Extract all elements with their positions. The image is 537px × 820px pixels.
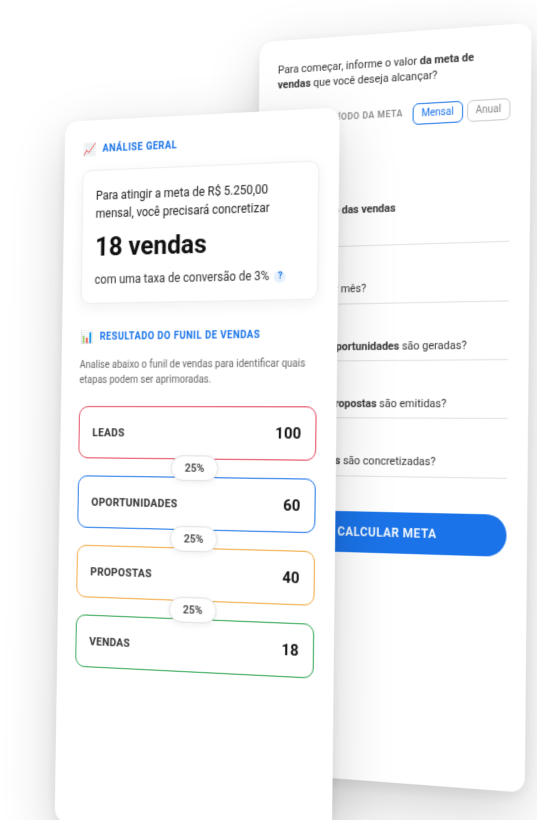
period-monthly-button[interactable]: Mensal xyxy=(412,100,462,124)
analysis-card: 📈 ANÁLISE GERAL Para atingir a meta de R… xyxy=(55,107,340,820)
stage-label: LEADS xyxy=(92,426,124,439)
conversion-badge: 25% xyxy=(170,455,219,481)
conversion-badge-row: 25% xyxy=(78,454,316,483)
period-toggle: Mensal Anual xyxy=(412,98,510,125)
info-icon[interactable]: ? xyxy=(274,270,286,283)
summary-line1: Para atingir a meta de R$ 5.250,00 mensa… xyxy=(96,179,305,223)
stage-value: 60 xyxy=(283,496,301,515)
summary-box: Para atingir a meta de R$ 5.250,00 mensa… xyxy=(81,160,320,304)
stage-label: PROPOSTAS xyxy=(90,565,152,580)
stage-label: OPORTUNIDADES xyxy=(91,495,177,510)
conversion-badge: 25% xyxy=(168,596,217,624)
period-annual-button[interactable]: Anual xyxy=(467,98,511,122)
funnel-description: Analise abaixo o funil de vendas para id… xyxy=(79,356,317,388)
section-funnel-label: RESULTADO DO FUNIL DE VENDAS xyxy=(100,329,261,342)
summary-headline: 18 vendas xyxy=(95,226,304,263)
stage-value: 18 xyxy=(281,640,299,660)
section-general-analysis: 📈 ANÁLISE GERAL xyxy=(83,131,320,156)
funnel-stage-leads: LEADS 100 xyxy=(78,406,316,461)
stage-value: 40 xyxy=(282,568,300,587)
trend-up-icon: 📈 xyxy=(83,142,97,157)
conversion-badge: 25% xyxy=(169,526,218,553)
intro-text: Para começar, informe o valor da meta de… xyxy=(278,47,511,93)
summary-line2: com uma taxa de conversão de 3% ? xyxy=(95,268,304,287)
stage-value: 100 xyxy=(275,424,301,443)
section-general-label: ANÁLISE GERAL xyxy=(102,140,177,155)
section-funnel-result: 📊 RESULTADO DO FUNIL DE VENDAS xyxy=(80,327,317,344)
stage-label: VENDAS xyxy=(89,634,130,649)
funnel-icon: 📊 xyxy=(80,330,94,344)
